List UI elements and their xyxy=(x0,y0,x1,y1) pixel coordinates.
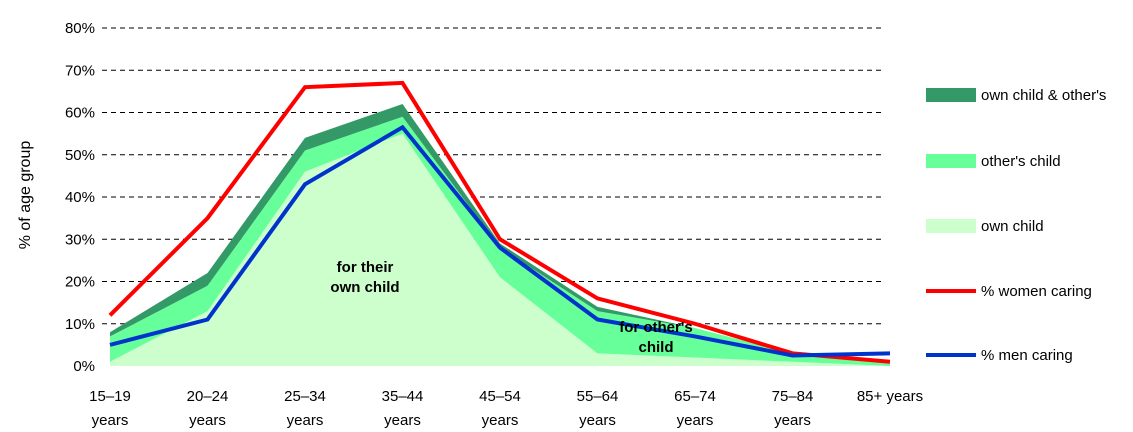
x-tick-line: 20–24 xyxy=(187,388,229,405)
annotation-line: child xyxy=(638,339,673,356)
series-lines xyxy=(108,80,891,364)
y-tick-label: 40% xyxy=(65,189,95,206)
legend-swatch-own-child-other-s xyxy=(926,88,976,102)
x-tick-line: years xyxy=(384,412,421,429)
x-tick-line: 25–34 xyxy=(284,388,326,405)
x-tick-label: 65–74 years xyxy=(674,388,716,429)
annotation-line: for their xyxy=(337,259,394,276)
legend-label: own child & other's xyxy=(981,87,1106,104)
y-tick-label: 10% xyxy=(65,316,95,333)
y-tick-label: 80% xyxy=(65,20,95,37)
line--men-caring xyxy=(109,124,891,358)
annotation-line: for other's xyxy=(619,319,693,336)
annotation: for other's child xyxy=(619,319,693,356)
y-axis-label: % of age group xyxy=(17,141,34,250)
x-axis-ticks: 15–19 years 20–24 years 25–34 years 35–44 years… xyxy=(89,388,923,429)
x-tick-label: 35–44 years xyxy=(382,388,424,429)
x-tick-line: years xyxy=(774,412,811,429)
legend-label: % women caring xyxy=(981,283,1092,300)
y-tick-label: 30% xyxy=(65,231,95,248)
x-tick-label: 45–54 years xyxy=(479,388,521,429)
x-tick-line: 85+ years xyxy=(857,388,923,405)
legend: own child & other's other's child own chil… xyxy=(926,87,1106,364)
x-tick-line: years xyxy=(92,412,129,429)
x-tick-line: years xyxy=(579,412,616,429)
x-tick-line: 75–84 xyxy=(772,388,814,405)
y-tick-label: 20% xyxy=(65,274,95,291)
y-tick-label: 0% xyxy=(73,358,95,375)
legend-label: own child xyxy=(981,218,1044,235)
chart-annotations: for their own child for other's child xyxy=(330,259,692,356)
x-tick-line: years xyxy=(482,412,519,429)
line--women-caring xyxy=(108,80,891,364)
legend-label: other's child xyxy=(981,153,1061,170)
x-tick-line: years xyxy=(677,412,714,429)
x-tick-label: 20–24 years xyxy=(187,388,229,429)
x-tick-label: 85+ years xyxy=(857,388,923,405)
x-tick-label: 15–19 years xyxy=(89,388,131,429)
x-tick-line: 15–19 xyxy=(89,388,131,405)
legend-swatch-own-child xyxy=(926,219,976,233)
annotation: for their own child xyxy=(330,259,399,296)
legend-swatch-other-s-child xyxy=(926,154,976,168)
y-tick-label: 60% xyxy=(65,105,95,122)
annotation-line: own child xyxy=(330,279,399,296)
stacked-areas xyxy=(110,104,890,366)
y-tick-label: 50% xyxy=(65,147,95,164)
x-tick-label: 75–84 years xyxy=(772,388,814,429)
x-tick-label: 55–64 years xyxy=(577,388,619,429)
x-tick-line: years xyxy=(287,412,324,429)
legend-label: % men caring xyxy=(981,347,1073,364)
x-tick-line: 45–54 xyxy=(479,388,521,405)
x-tick-label: 25–34 years xyxy=(284,388,326,429)
y-tick-label: 70% xyxy=(65,62,95,79)
x-tick-line: 55–64 xyxy=(577,388,619,405)
x-tick-line: years xyxy=(189,412,226,429)
x-tick-line: 65–74 xyxy=(674,388,716,405)
y-axis-ticks: 0% 10% 20% 30% 40% 50% 60% 70% 80% xyxy=(65,20,95,375)
area-own-child xyxy=(110,133,890,366)
x-tick-line: 35–44 xyxy=(382,388,424,405)
